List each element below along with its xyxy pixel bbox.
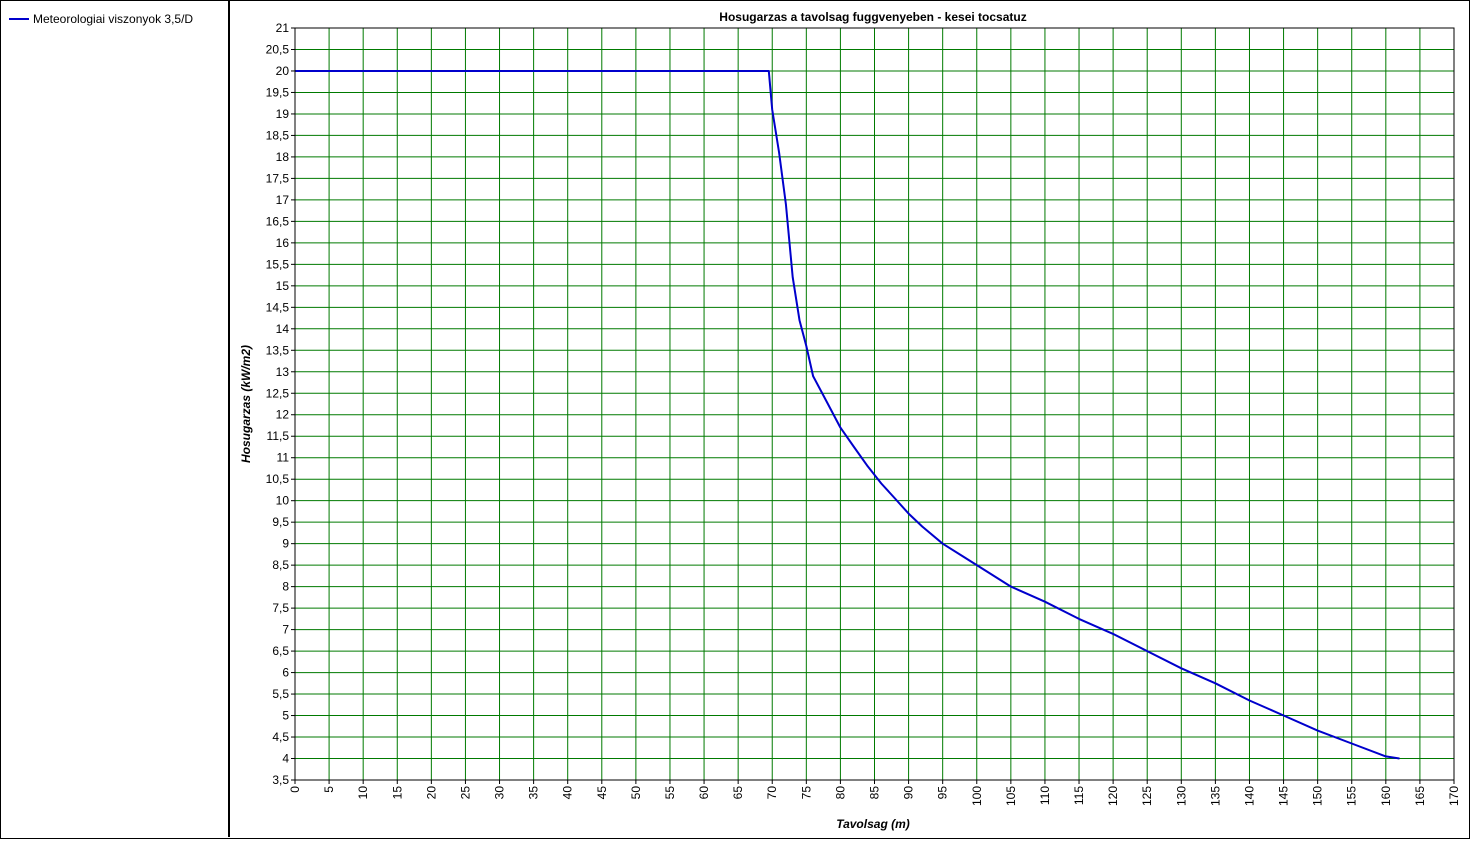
x-tick-label: 105: [1004, 786, 1018, 806]
x-tick-label: 100: [970, 786, 984, 806]
x-tick-label: 30: [493, 786, 507, 800]
x-tick-label: 125: [1140, 786, 1154, 806]
y-tick-label: 16: [276, 236, 290, 250]
y-tick-label: 19: [276, 107, 290, 121]
y-tick-label: 17,5: [266, 171, 290, 185]
x-tick-label: 0: [288, 786, 302, 793]
x-tick-label: 130: [1174, 786, 1188, 806]
y-tick-label: 9,5: [272, 515, 289, 529]
legend-item[interactable]: Meteorologiai viszonyok 3,5/D: [9, 12, 193, 26]
x-tick-label: 90: [902, 786, 916, 800]
legend-label: Meteorologiai viszonyok 3,5/D: [33, 12, 194, 26]
y-tick-label: 18,5: [266, 128, 290, 142]
x-tick-label: 5: [322, 786, 336, 793]
y-tick-label: 19,5: [266, 85, 290, 99]
y-tick-label: 7,5: [272, 601, 289, 615]
y-tick-label: 10: [276, 494, 290, 508]
x-tick-label: 95: [936, 786, 950, 800]
series-layer: [295, 70, 1400, 760]
y-tick-label: 7: [282, 623, 289, 637]
y-tick-label: 16,5: [266, 214, 290, 228]
x-tick-label: 65: [731, 786, 745, 800]
x-tick-label: 55: [663, 786, 677, 800]
y-tick-label: 18: [276, 150, 290, 164]
y-tick-label: 8,5: [272, 558, 289, 572]
y-tick-label: 3,5: [272, 773, 289, 787]
y-tick-label: 5,5: [272, 687, 289, 701]
x-tick-label: 150: [1311, 786, 1325, 806]
y-tick-label: 12,5: [266, 386, 290, 400]
x-tick-label: 45: [595, 786, 609, 800]
y-tick-label: 21: [276, 21, 290, 35]
plot-area-border: [294, 27, 1455, 781]
legend-swatch: [9, 18, 29, 20]
y-tick-label: 14,5: [266, 300, 290, 314]
y-tick-label: 11,5: [267, 429, 290, 443]
chart-panel: Hosugarzas a tavolsag fuggvenyeben - kes…: [230, 1, 1468, 837]
y-tick-label: 13: [276, 365, 290, 379]
x-tick-label: 110: [1038, 786, 1052, 805]
x-tick-label: 15: [390, 786, 404, 800]
x-tick-label: 155: [1345, 786, 1359, 806]
y-tick-label: 4: [282, 752, 289, 766]
y-tick-label: 15,5: [266, 257, 290, 271]
x-tick-label: 50: [629, 786, 643, 800]
x-tick-label: 35: [527, 786, 541, 800]
x-tick-label: 25: [458, 786, 472, 800]
x-tick-label: 10: [356, 786, 370, 800]
x-tick-label: 70: [765, 786, 779, 800]
y-tick-label: 5: [282, 709, 289, 723]
legend-panel: Meteorologiai viszonyok 3,5/D: [1, 1, 230, 837]
y-tick-label: 8: [282, 580, 289, 594]
x-tick-label: 85: [868, 786, 882, 800]
x-axis-label: Tavolsag (m): [836, 817, 910, 831]
x-tick-label: 140: [1242, 786, 1256, 806]
y-axis-label: Hosugarzas (kW/m2): [239, 345, 253, 463]
chart-title: Hosugarzas a tavolsag fuggvenyeben - kes…: [719, 10, 1026, 24]
y-tick-label: 20: [276, 64, 290, 78]
x-tick-label: 75: [799, 786, 813, 800]
x-tick-label: 120: [1106, 786, 1120, 806]
x-tick-label: 160: [1379, 786, 1393, 806]
x-tick-label: 145: [1277, 786, 1291, 806]
y-tick-label: 11: [277, 451, 290, 465]
line-chart: Hosugarzas a tavolsag fuggvenyeben - kes…: [239, 10, 1461, 831]
x-tick-label: 40: [561, 786, 575, 800]
y-tick-label: 14: [276, 322, 290, 336]
y-tick-label: 12: [276, 408, 290, 422]
y-tick-label: 9: [282, 537, 289, 551]
y-tick-label: 10,5: [266, 472, 290, 486]
y-tick-label: 4,5: [272, 730, 289, 744]
y-tick-label: 17: [276, 193, 290, 207]
y-tick-label: 6,5: [272, 644, 289, 658]
x-tick-label: 80: [833, 786, 847, 800]
y-tick-label: 20,5: [266, 42, 290, 56]
x-tick-label: 60: [697, 786, 711, 800]
x-tick-label: 170: [1447, 786, 1461, 806]
series-line: [295, 70, 1400, 760]
y-tick-label: 6: [282, 666, 289, 680]
tick-labels: 0 5 10 15 20 25 30 35 40 45 50 55 60 65 70 75 80 85 90 95 10…: [266, 21, 1461, 806]
x-tick-label: 20: [424, 786, 438, 800]
x-tick-label: 115: [1072, 786, 1086, 805]
grid: [291, 27, 1455, 784]
y-tick-label: 15: [276, 279, 290, 293]
y-tick-label: 13,5: [266, 343, 290, 357]
x-tick-label: 135: [1208, 786, 1222, 806]
x-tick-label: 165: [1413, 786, 1427, 806]
